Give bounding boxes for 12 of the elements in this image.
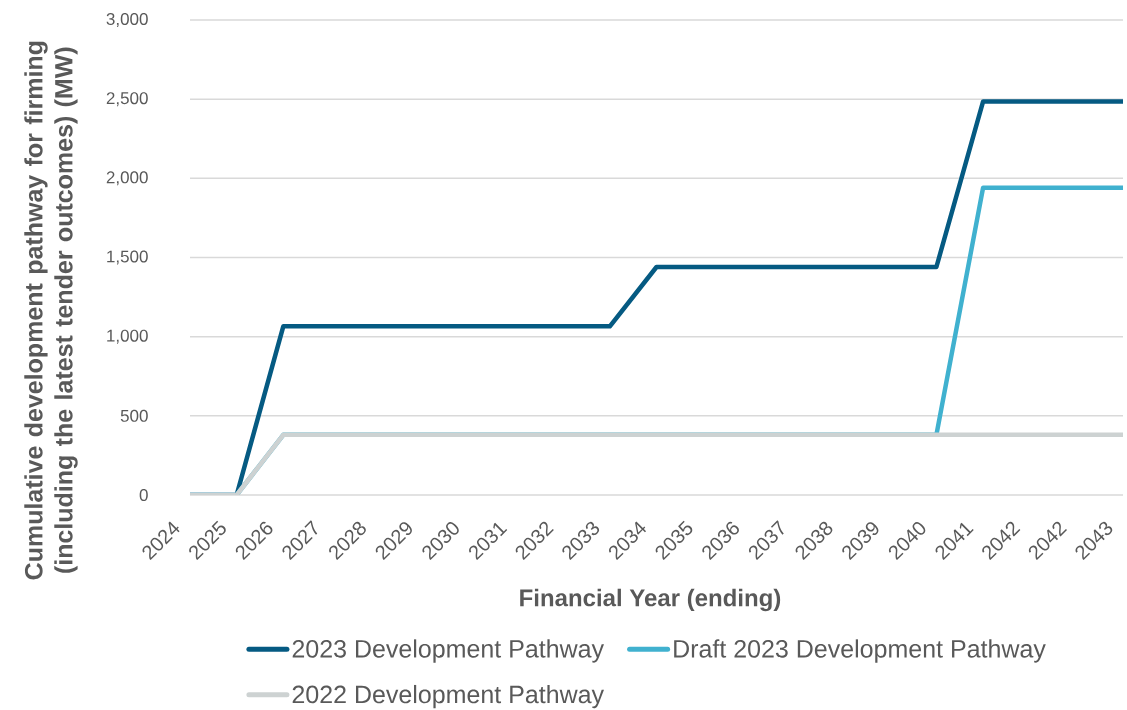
legend-label: 2022 Development Pathway (292, 684, 604, 709)
y-tick-label: 1,000 (107, 329, 148, 344)
y-tick-label: 0 (139, 488, 148, 502)
y-tick-label: 500 (120, 409, 148, 422)
y-axis-title: Cumulative development pathway for firming (including the latest tender outcomes) (MW) (24, 41, 78, 580)
y-tick-label: 3,000 (106, 12, 148, 28)
legend-label: 2023 Development Pathway (292, 639, 604, 663)
y-tick-label: 2,000 (106, 171, 148, 186)
y-tick-label: 1,500 (107, 250, 148, 265)
y-tick-label: 2,500 (106, 92, 148, 107)
legend-label: Draft 2023 Development Pathway (674, 639, 1046, 663)
x-axis-title: Financial Year (ending) (520, 588, 781, 612)
